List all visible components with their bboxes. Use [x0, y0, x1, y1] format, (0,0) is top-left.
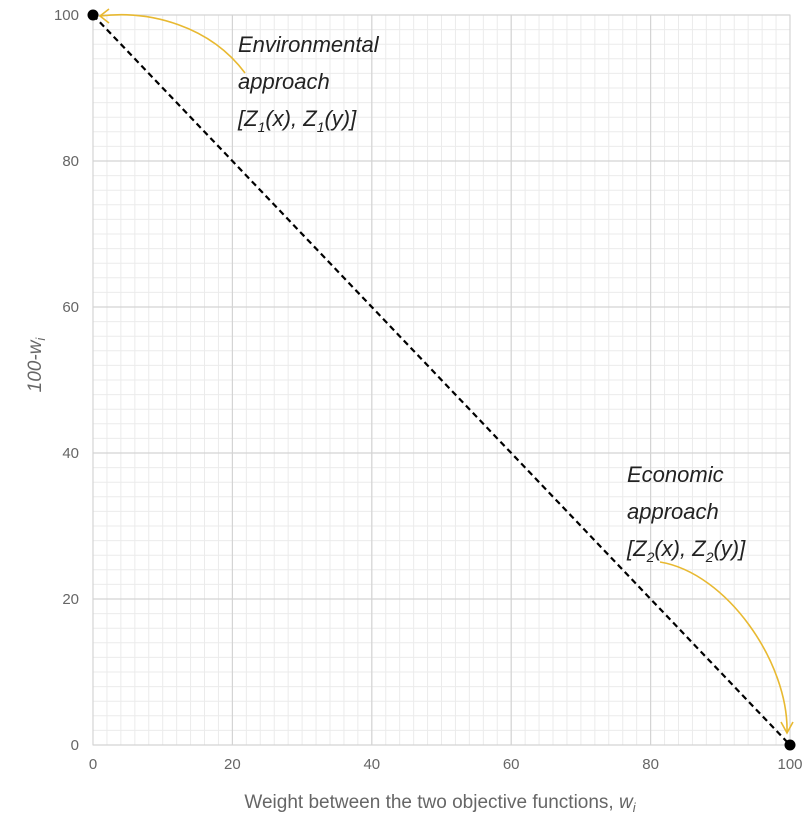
environmental-label-line3: [Z1(x), Z1(y)] — [237, 106, 357, 135]
x-tick-label: 20 — [224, 756, 241, 773]
x-tick-label: 0 — [89, 756, 97, 773]
y-axis-title: 100-wi — [25, 337, 48, 393]
series-line — [92, 14, 791, 746]
y-tick-label: 80 — [62, 153, 79, 170]
x-tick-label: 60 — [503, 756, 520, 773]
environmental-label-line2: approach — [238, 69, 330, 94]
y-tick-label: 20 — [62, 591, 79, 608]
endpoint-marker — [784, 739, 796, 751]
endpoints — [87, 9, 796, 751]
endpoint-marker — [87, 9, 99, 21]
environmental-arrow — [99, 14, 246, 74]
y-tick-label: 40 — [62, 445, 79, 462]
series-layer — [92, 14, 791, 746]
economic-arrow — [659, 561, 788, 734]
economic-arrowhead — [780, 721, 794, 735]
y-tick-label: 100 — [54, 7, 79, 24]
minor-grid — [92, 14, 791, 746]
economic-label-line2: approach — [627, 499, 719, 524]
x-tick-label: 100 — [777, 756, 802, 773]
y-tick-label: 60 — [62, 299, 79, 316]
x-tick-labels: 0 20 40 60 80 100 — [89, 756, 803, 773]
plot-frame — [92, 14, 791, 746]
economic-label-line1: Economic — [627, 462, 724, 487]
y-tick-labels: 0 20 40 60 80 100 — [54, 7, 79, 754]
economic-label-line3: [Z2(x), Z2(y)] — [626, 536, 746, 565]
y-tick-label: 0 — [71, 737, 79, 754]
x-tick-label: 40 — [363, 756, 380, 773]
environmental-arrowhead — [98, 8, 110, 24]
x-axis-title: Weight between the two objective functio… — [244, 792, 636, 815]
x-tick-label: 80 — [642, 756, 659, 773]
environmental-label-line1: Environmental — [238, 32, 380, 57]
